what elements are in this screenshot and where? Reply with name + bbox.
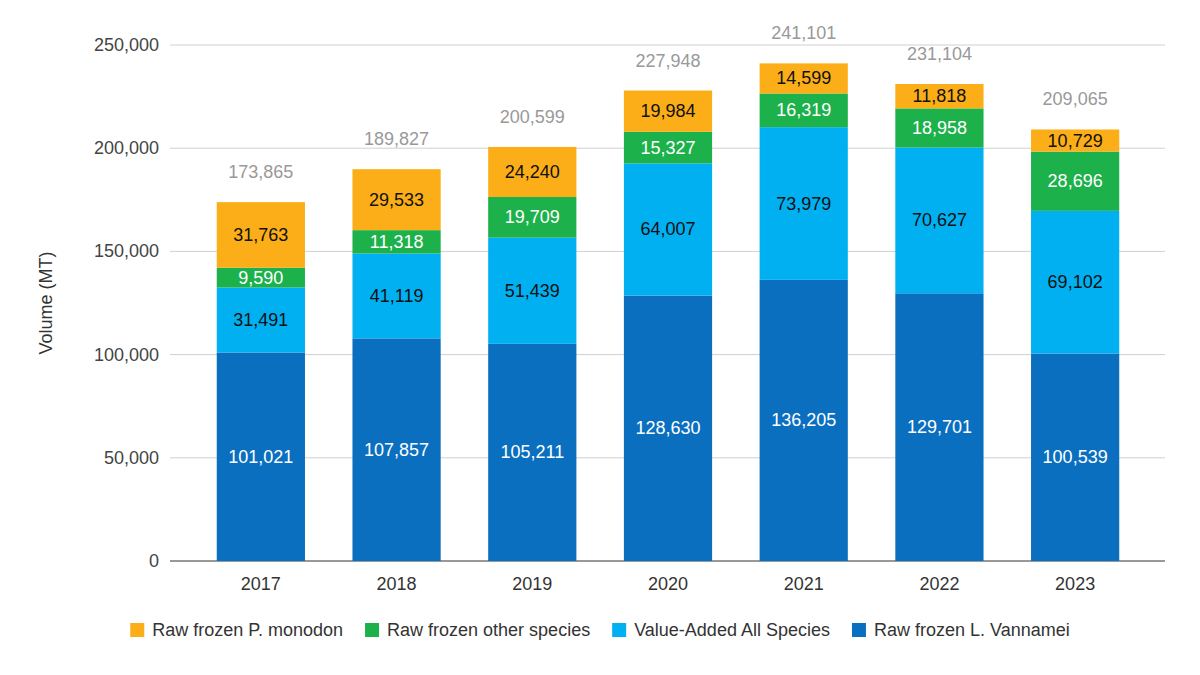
- bar-segment: [352, 254, 440, 339]
- x-tick-label: 2023: [1055, 574, 1095, 594]
- data-label: 11,318: [370, 232, 424, 252]
- legend: Raw frozen P. monodon Raw frozen other sp…: [130, 620, 1069, 640]
- data-label: 19,709: [505, 207, 560, 227]
- y-tick-label: 0: [149, 551, 159, 571]
- bar-segment: [760, 63, 848, 93]
- bar-segment: [1031, 129, 1119, 151]
- data-label: 128,630: [635, 418, 700, 438]
- data-label: 105,211: [500, 442, 564, 462]
- bar-segment: [895, 148, 983, 294]
- y-tick-label: 50,000: [104, 448, 159, 468]
- bar-segment: [488, 238, 576, 344]
- bar-segment: [895, 84, 983, 108]
- data-label: 14,599: [776, 68, 831, 88]
- data-label: 19,984: [640, 101, 695, 121]
- total-label: 227,948: [635, 51, 700, 71]
- data-label: 9,590: [238, 268, 283, 288]
- bar-segment: [624, 132, 712, 164]
- bar-segment: [217, 352, 305, 561]
- data-labels: 101,021 107,857 105,211 128,630 136,205 129,7…: [228, 23, 1107, 467]
- grid-line: [170, 45, 1165, 46]
- total-label: 173,865: [228, 162, 293, 182]
- data-label: 100,539: [1043, 447, 1108, 467]
- x-tick-label: 2019: [512, 574, 552, 594]
- bar-segment: [760, 127, 848, 280]
- data-label: 41,119: [370, 286, 424, 306]
- bar-segment: [217, 202, 305, 268]
- data-label: 136,205: [771, 410, 836, 430]
- data-label: 18,958: [912, 118, 967, 138]
- data-label: 24,240: [505, 162, 560, 182]
- bar-segment: [352, 230, 440, 253]
- bar-segment: [624, 91, 712, 132]
- data-label: 29,533: [369, 190, 424, 210]
- x-tick-label: 2020: [648, 574, 688, 594]
- legend-label: Raw frozen other species: [387, 620, 590, 640]
- bar-segment: [760, 280, 848, 561]
- data-label: 73,979: [776, 194, 831, 214]
- total-label: 231,104: [907, 44, 972, 64]
- x-tick-label: 2018: [377, 574, 417, 594]
- data-label: 28,696: [1048, 171, 1103, 191]
- bar-segment: [1031, 353, 1119, 561]
- data-label: 69,102: [1048, 272, 1103, 292]
- bars: [217, 63, 1120, 561]
- data-label: 101,021: [228, 447, 293, 467]
- legend-label: Raw frozen L. Vannamei: [874, 620, 1070, 640]
- bar-segment: [488, 197, 576, 238]
- total-label: 241,101: [771, 23, 836, 43]
- bar-segment: [352, 169, 440, 230]
- bar-segment: [760, 93, 848, 127]
- y-tick-label: 150,000: [94, 241, 159, 261]
- y-axis-label: Volume (MT): [36, 251, 56, 354]
- y-axis: 0 50,000 100,000 150,000 200,000 250,000: [94, 35, 1165, 571]
- bar-segment: [1031, 152, 1119, 211]
- bar-segment: [488, 344, 576, 561]
- total-label: 200,599: [500, 107, 565, 127]
- data-label: 107,857: [364, 440, 429, 460]
- x-tick-label: 2022: [919, 574, 959, 594]
- data-label: 129,701: [907, 417, 972, 437]
- total-label: 209,065: [1043, 89, 1108, 109]
- y-tick-label: 100,000: [94, 345, 159, 365]
- bar-segment: [895, 293, 983, 561]
- legend-swatch: [365, 623, 379, 637]
- bar-segment: [488, 147, 576, 197]
- legend-swatch: [130, 623, 144, 637]
- bar-segment: [624, 163, 712, 295]
- data-label: 10,729: [1048, 131, 1103, 151]
- data-label: 11,818: [913, 86, 967, 106]
- x-tick-label: 2017: [241, 574, 281, 594]
- total-label: 189,827: [364, 129, 429, 149]
- legend-label: Raw frozen P. monodon: [152, 620, 343, 640]
- data-label: 64,007: [640, 219, 695, 239]
- x-axis: 2017 2018 2019 2020 2021 2022 2023: [241, 574, 1095, 594]
- data-label: 15,327: [640, 138, 695, 158]
- bar-segment: [1031, 211, 1119, 354]
- bar-segment: [352, 338, 440, 561]
- legend-swatch: [612, 623, 626, 637]
- bar-segment: [217, 268, 305, 288]
- y-tick-label: 200,000: [94, 138, 159, 158]
- data-label: 31,763: [233, 225, 288, 245]
- chart: 0 50,000 100,000 150,000 200,000 250,000 Volum…: [0, 0, 1200, 675]
- bar-segment: [217, 287, 305, 352]
- legend-swatch: [852, 623, 866, 637]
- bar-segment: [624, 296, 712, 561]
- data-label: 70,627: [912, 210, 967, 230]
- bar-segment: [895, 108, 983, 147]
- data-label: 16,319: [776, 100, 831, 120]
- data-label: 51,439: [505, 281, 560, 301]
- y-tick-label: 250,000: [94, 35, 159, 55]
- legend-label: Value-Added All Species: [634, 620, 830, 640]
- data-label: 31,491: [233, 310, 288, 330]
- x-tick-label: 2021: [784, 574, 824, 594]
